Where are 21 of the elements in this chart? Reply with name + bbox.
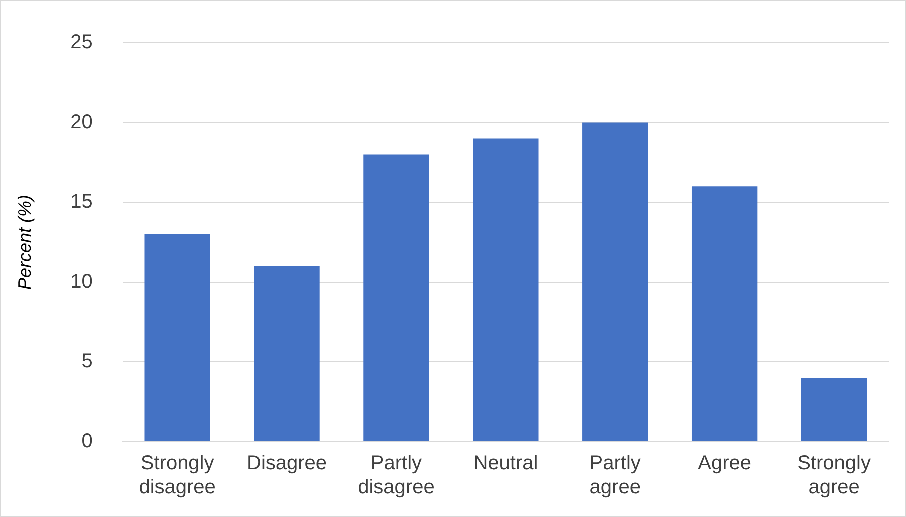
bar [364,154,430,442]
x-tick-label: Agree [698,452,752,475]
bar [692,186,758,442]
y-tick-label: 5 [82,350,93,373]
bar [144,234,210,442]
bar [473,138,539,442]
x-tick-label: Strongly agree [798,452,871,499]
x-tick-label: Disagree [247,452,328,475]
x-tick-label: Partly disagree [358,452,435,499]
x-tick-label: Strongly disagree [139,452,216,499]
y-tick-label: 15 [70,191,93,214]
y-axis-title: Percent (%) [14,194,35,290]
y-tick-label: 20 [70,111,93,134]
bar [254,266,320,442]
y-tick-label: 25 [70,32,93,54]
bar [582,122,648,442]
bar [801,378,868,442]
x-tick-label: Neutral [474,452,538,475]
x-tick-label: Partly agree [590,452,641,499]
y-tick-label: 0 [82,430,93,453]
y-tick-label: 10 [70,270,93,293]
